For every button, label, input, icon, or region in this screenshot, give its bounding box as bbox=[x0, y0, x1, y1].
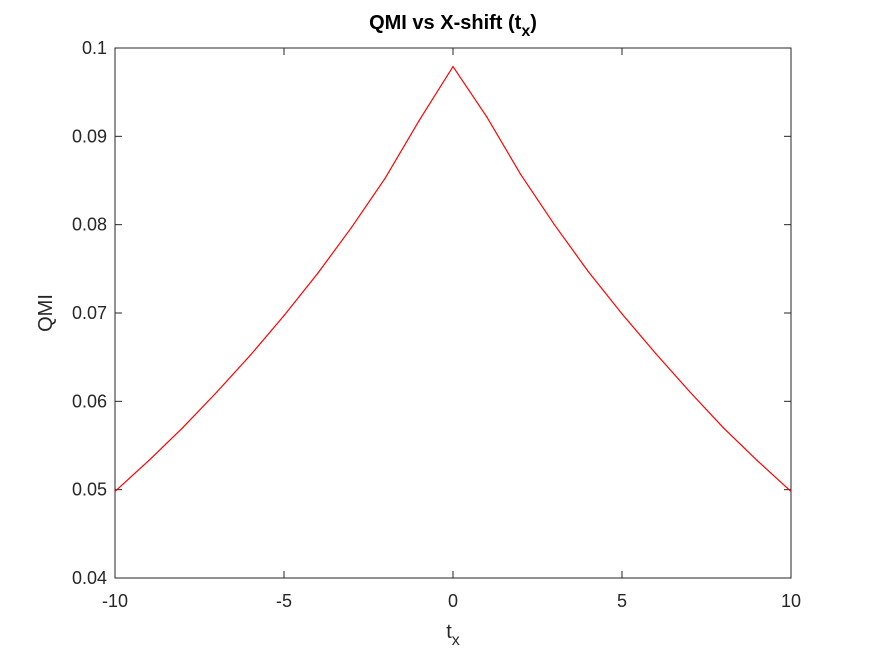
chart-title: QMI vs X-shift (tx) bbox=[369, 12, 537, 40]
chart-title-main: QMI vs X-shift (t bbox=[369, 12, 522, 34]
series-point bbox=[621, 313, 623, 315]
y-tick-label: 0.04 bbox=[72, 568, 107, 588]
series-point bbox=[182, 427, 184, 429]
series-point bbox=[689, 391, 691, 393]
y-axis-title: QMI bbox=[35, 294, 57, 332]
y-tick-label: 0.08 bbox=[72, 215, 107, 235]
chart-title-subscript: x bbox=[521, 23, 530, 40]
x-tick-label: 0 bbox=[448, 591, 458, 611]
x-axis-title: tx bbox=[446, 621, 460, 649]
series-points bbox=[114, 65, 792, 493]
plot-area bbox=[114, 47, 792, 579]
y-axis-ticks bbox=[115, 47, 791, 579]
x-axis-ticks bbox=[114, 48, 792, 578]
series-point bbox=[215, 391, 217, 394]
series-point bbox=[418, 119, 420, 122]
series-point bbox=[655, 353, 657, 355]
series-point bbox=[587, 270, 589, 273]
y-tick-label: 0.06 bbox=[72, 391, 107, 411]
y-axis-tick-labels: 0.04 0.05 0.06 0.07 0.08 0.09 0.1 bbox=[72, 38, 107, 588]
series-point bbox=[756, 459, 758, 462]
y-tick-label: 0.1 bbox=[82, 38, 107, 58]
series-point bbox=[317, 272, 319, 274]
series-point bbox=[553, 224, 556, 226]
x-axis-title-subscript: x bbox=[452, 632, 460, 649]
x-tick-label: -10 bbox=[102, 591, 128, 611]
x-tick-label: 5 bbox=[617, 591, 627, 611]
series-point bbox=[148, 459, 150, 462]
x-tick-label: 10 bbox=[781, 591, 801, 611]
series-point bbox=[114, 490, 116, 493]
series-point bbox=[249, 354, 251, 356]
x-axis-title-main: t bbox=[446, 621, 452, 643]
series-point bbox=[452, 65, 454, 68]
series-point bbox=[283, 315, 285, 317]
series-line-qmi bbox=[114, 65, 792, 492]
x-axis-tick-labels: -10 -5 0 5 10 bbox=[102, 591, 801, 611]
y-tick-label: 0.09 bbox=[72, 126, 107, 146]
series-point bbox=[384, 177, 386, 179]
series-point bbox=[486, 116, 488, 118]
series-point bbox=[520, 173, 522, 175]
y-tick-label: 0.05 bbox=[72, 480, 107, 500]
y-tick-label: 0.07 bbox=[72, 303, 107, 323]
chart-title-suffix: ) bbox=[530, 12, 537, 34]
series-point bbox=[351, 226, 353, 228]
series-point bbox=[722, 427, 725, 429]
x-tick-label: -5 bbox=[276, 591, 292, 611]
series-point bbox=[790, 490, 792, 493]
